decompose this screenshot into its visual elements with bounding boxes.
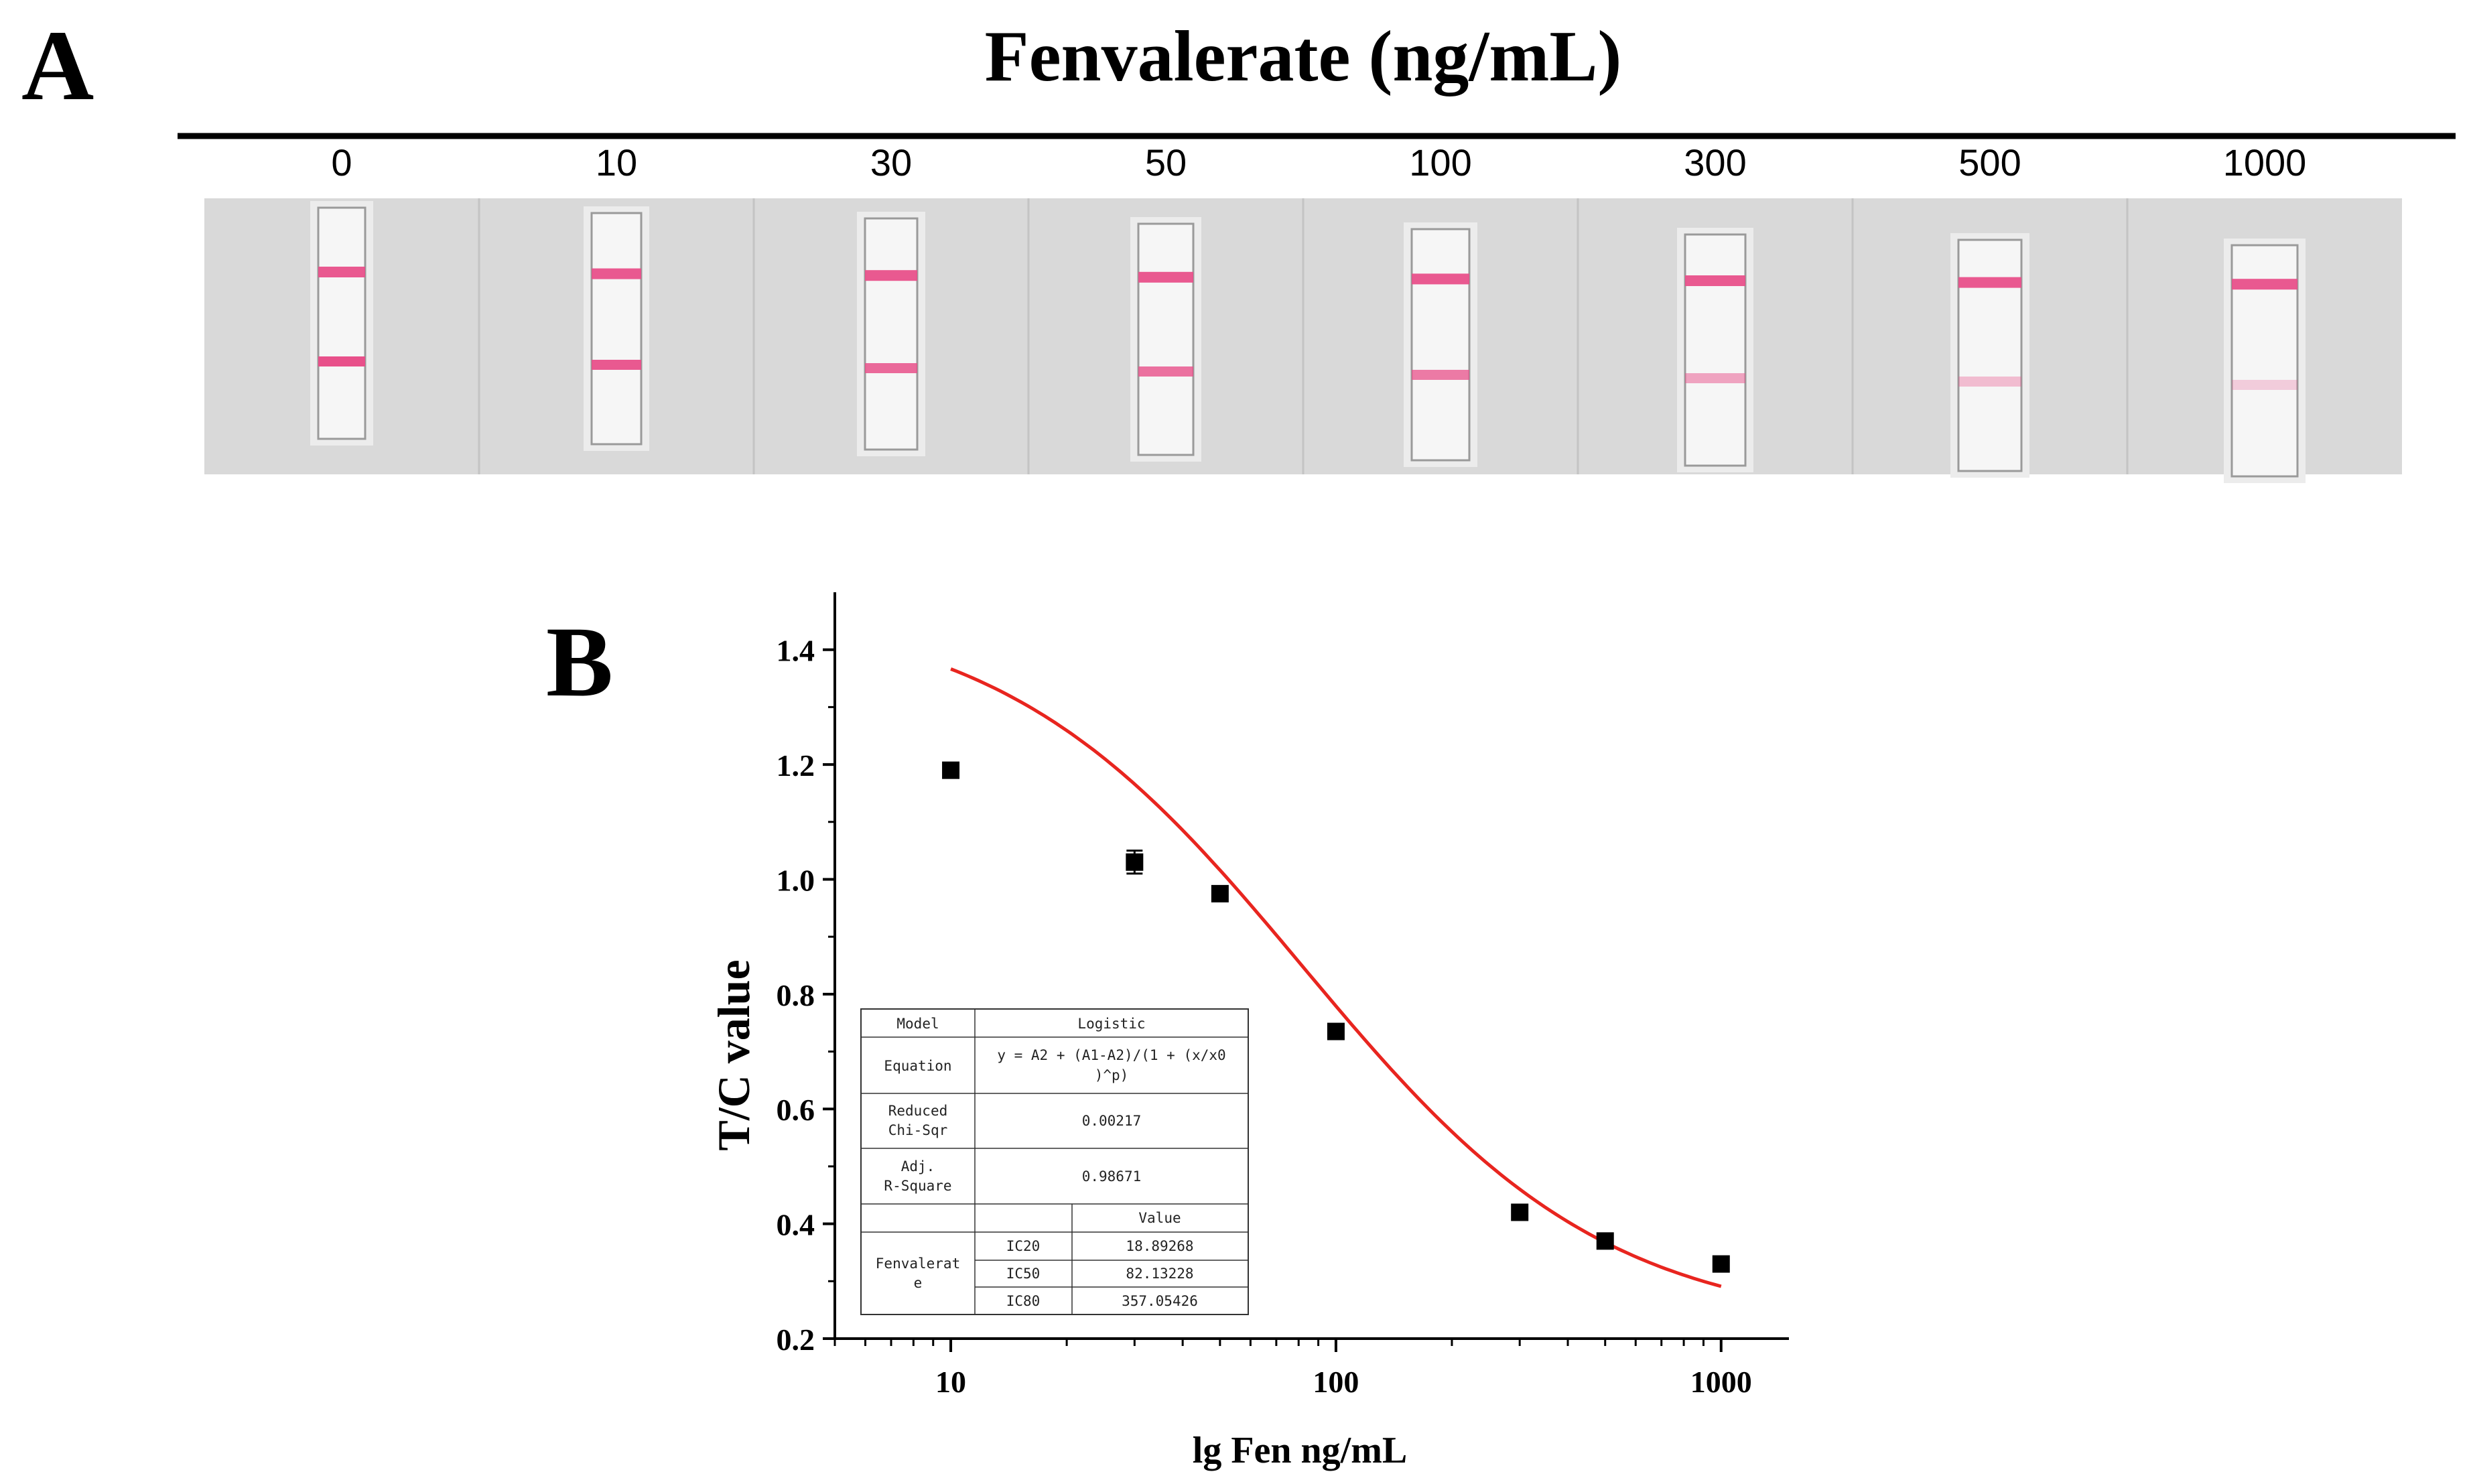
panel-a-title: Fenvalerate (ng/mL) (985, 17, 1622, 96)
control-line (1685, 275, 1745, 286)
x-tick-label: 1000 (1690, 1365, 1752, 1399)
strip-window (864, 217, 919, 451)
test-line (865, 363, 917, 373)
control-line (865, 270, 917, 281)
table-r2-label-1: Adj. (901, 1158, 935, 1174)
y-axis-title: T/C value (708, 959, 759, 1150)
strip-window (1684, 233, 1747, 467)
test-strips: 0 10 30 50 100 300 500 1000 (310, 141, 2306, 483)
table-analyte-line-2: e (914, 1275, 923, 1291)
control-line (2232, 279, 2297, 290)
y-tick-label: 0.2 (777, 1323, 815, 1357)
y-tick-label: 1.2 (777, 748, 815, 783)
table-chisq-label-2: Chi-Sqr (888, 1122, 948, 1138)
y-tick-label: 1.4 (777, 634, 815, 668)
strip-window (590, 212, 643, 446)
test-line (318, 356, 365, 366)
data-point (942, 761, 960, 779)
table-model-value: Logistic (1077, 1016, 1145, 1032)
data-point (1327, 1022, 1345, 1040)
table-r2-value: 0.98671 (1082, 1168, 1142, 1185)
concentration-label: 10 (596, 141, 637, 184)
strip-window (317, 206, 366, 440)
test-line (1685, 373, 1745, 383)
control-line (1958, 277, 2021, 288)
table-ic80-label: IC80 (1006, 1293, 1041, 1309)
control-line (592, 268, 641, 279)
table-model-label: Model (896, 1016, 939, 1032)
x-tick-label: 100 (1313, 1365, 1359, 1399)
concentration-label: 0 (331, 141, 352, 184)
test-line (592, 360, 641, 370)
data-point (1211, 884, 1229, 902)
table-r2-label-2: R-Square (884, 1178, 951, 1194)
table-ic50-label: IC50 (1006, 1266, 1041, 1282)
concentration-label: 300 (1684, 141, 1746, 184)
table-analyte-line-1: Fenvalerat (876, 1256, 960, 1272)
test-line (1138, 366, 1193, 377)
table-ic50-value: 82.13228 (1126, 1266, 1193, 1282)
x-axis-title: lg Fen ng/mL (1193, 1430, 1407, 1471)
table-ic20-value: 18.89268 (1126, 1238, 1193, 1254)
strip-window (1137, 222, 1195, 456)
concentration-label: 100 (1409, 141, 1471, 184)
y-tick-label: 1.0 (777, 863, 815, 897)
table-value-header: Value (1138, 1210, 1181, 1226)
table-ic20-label: IC20 (1006, 1238, 1041, 1254)
concentration-label: 1000 (2223, 141, 2307, 184)
panel-a-label: A (21, 10, 94, 121)
data-point (1511, 1203, 1529, 1221)
table-ic80-value: 357.05426 (1122, 1293, 1198, 1309)
test-line (1958, 377, 2021, 387)
y-tick-label: 0.8 (777, 978, 815, 1012)
concentration-label: 30 (870, 141, 912, 184)
logistic-fit-curve (950, 667, 1722, 1288)
fit-parameter-table: Model Logistic Equation y = A2 + (A1-A2)… (860, 1008, 1249, 1315)
y-tick-label: 0.6 (777, 1093, 815, 1127)
table-chisq-label-1: Reduced (888, 1103, 948, 1119)
data-point (1712, 1255, 1730, 1273)
data-point (1126, 853, 1144, 871)
table-equation-line-1: y = A2 + (A1-A2)/(1 + (x/x0 (997, 1047, 1225, 1063)
control-line (1412, 273, 1469, 285)
y-tick-label: 0.4 (777, 1208, 815, 1242)
x-tick-label: 10 (935, 1365, 966, 1399)
table-chisq-value: 0.00217 (1082, 1113, 1142, 1129)
table-equation-line-2: )^p) (1095, 1067, 1129, 1083)
concentration-label: 500 (1958, 141, 2021, 184)
panel-b-label: B (546, 606, 613, 718)
strip-window (1410, 228, 1471, 462)
data-point (1596, 1232, 1614, 1250)
control-line (318, 267, 365, 277)
test-line (1412, 370, 1469, 380)
concentration-label: 50 (1145, 141, 1187, 184)
calibration-chart: 0.2 0.4 0.6 0.8 1.0 1.2 1.4 10 100 1000 (777, 592, 1789, 1399)
strip-window (1957, 239, 2023, 472)
test-line (2232, 380, 2297, 390)
control-line (1138, 271, 1193, 283)
table-equation-label: Equation (884, 1058, 951, 1074)
